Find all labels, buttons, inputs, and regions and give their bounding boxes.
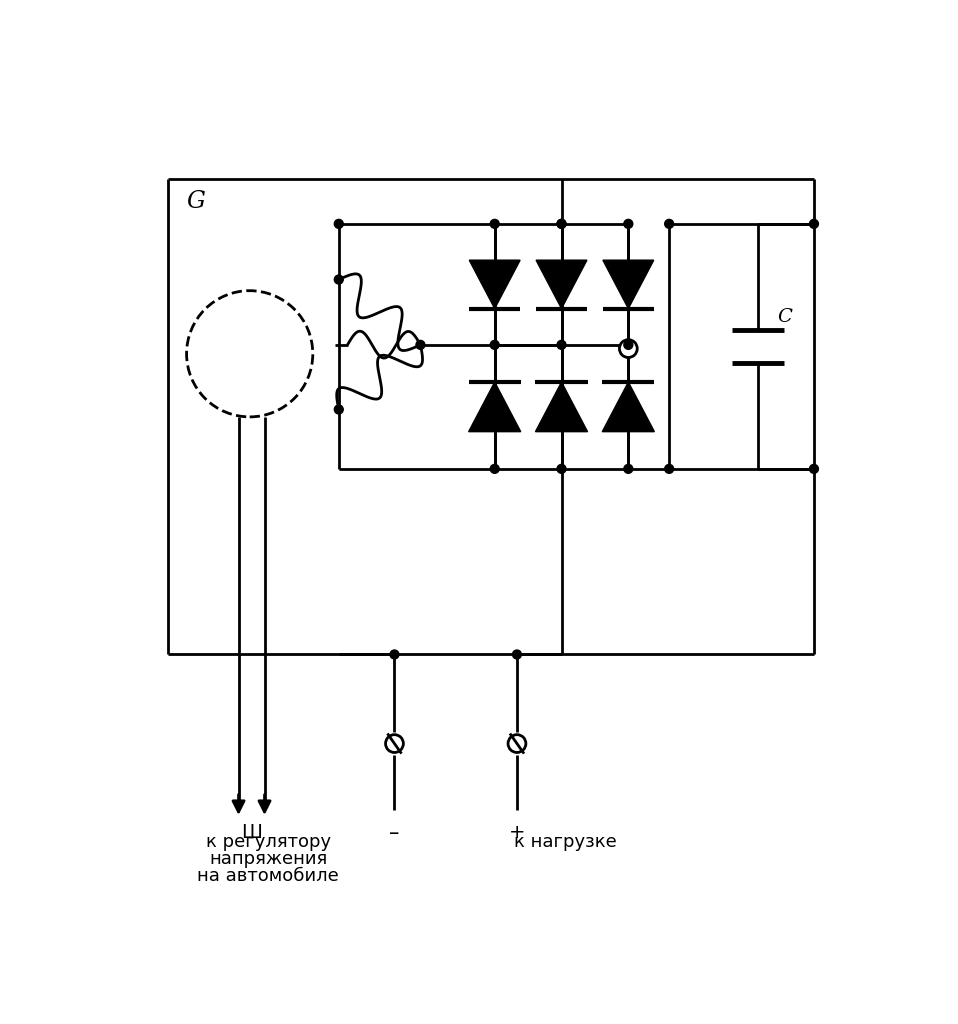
Circle shape <box>810 219 818 228</box>
Text: G: G <box>187 190 205 213</box>
Text: –: – <box>389 823 399 843</box>
Circle shape <box>557 465 566 473</box>
Text: к нагрузке: к нагрузке <box>513 833 617 851</box>
Polygon shape <box>469 260 520 308</box>
Circle shape <box>624 219 633 228</box>
Circle shape <box>416 340 425 349</box>
Circle shape <box>624 465 633 473</box>
Circle shape <box>557 340 566 349</box>
Circle shape <box>334 275 343 284</box>
Text: напряжения: напряжения <box>209 850 328 867</box>
Circle shape <box>810 465 818 473</box>
Circle shape <box>620 340 637 357</box>
Text: к регулятору: к регулятору <box>206 833 331 851</box>
Polygon shape <box>536 382 587 432</box>
Circle shape <box>665 219 673 228</box>
Polygon shape <box>603 382 654 432</box>
Circle shape <box>665 465 673 473</box>
Polygon shape <box>536 260 587 308</box>
Circle shape <box>490 340 499 349</box>
Circle shape <box>490 465 499 473</box>
Circle shape <box>557 219 566 228</box>
Polygon shape <box>468 382 521 432</box>
Polygon shape <box>603 260 653 308</box>
Circle shape <box>513 650 521 658</box>
Circle shape <box>508 734 526 753</box>
Circle shape <box>385 734 403 753</box>
Circle shape <box>557 219 566 228</box>
Circle shape <box>334 406 343 414</box>
Circle shape <box>490 219 499 228</box>
Circle shape <box>624 340 633 349</box>
Circle shape <box>390 650 399 658</box>
Text: +: + <box>509 823 525 842</box>
Circle shape <box>334 219 343 228</box>
Text: на автомобиле: на автомобиле <box>197 866 339 885</box>
Text: C: C <box>777 307 791 326</box>
Text: Ш: Ш <box>241 823 262 842</box>
